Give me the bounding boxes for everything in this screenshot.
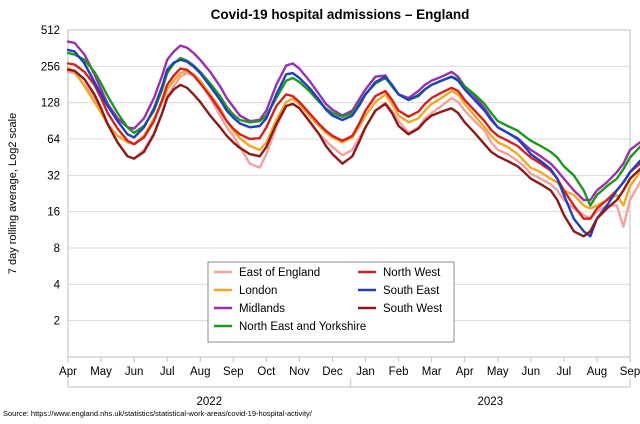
x-tick-label-17: Sep	[620, 366, 640, 378]
legend-item-south-west: South West	[358, 303, 443, 315]
series-line-midlands	[66, 40, 640, 202]
series-line-south-east	[66, 48, 640, 238]
x-tick-label-3: Jul	[160, 366, 175, 378]
x-tick-label-5: Sep	[223, 366, 243, 378]
y-tick-label-2: 2	[54, 316, 60, 328]
x-tick-label-15: Jul	[557, 366, 572, 378]
y-tick-label-4: 4	[54, 279, 61, 291]
y-tick-label-256: 256	[41, 61, 60, 73]
x-axis-ticks: Apr May Jun Jul Aug Sep Oct Nov Dec Jan Feb Mar Apr M…	[59, 357, 640, 378]
chart-title: Covid-19 hospital admissions – England	[211, 7, 470, 22]
legend-label-east-of-england: East of England	[239, 267, 320, 279]
legend-label-north-west: North West	[383, 267, 441, 279]
x-tick-label-8: Dec	[322, 366, 343, 378]
legend: East of England London Midlands North East …	[207, 261, 455, 343]
x-tick-label-4: Aug	[190, 366, 210, 378]
legend-item-midlands: Midlands	[214, 303, 285, 315]
x-tick-label-6: Oct	[257, 366, 276, 378]
legend-label-south-west: South West	[383, 303, 443, 315]
plot-frame	[67, 29, 631, 358]
y-tick-label-512: 512	[41, 25, 60, 37]
x-tick-label-12: Apr	[456, 366, 474, 378]
legend-box	[207, 261, 455, 343]
source-note: Source: https://www.england.nhs.uk/stati…	[3, 409, 313, 418]
year-labels: 2022 2023	[67, 379, 631, 408]
legend-label-london: London	[239, 285, 277, 297]
x-tick-label-11: Mar	[422, 366, 442, 378]
y-tick-label-16: 16	[47, 207, 60, 219]
legend-label-south-east: South East	[383, 285, 440, 297]
y-tick-label-8: 8	[54, 243, 60, 255]
legend-item-london: London	[214, 285, 277, 297]
legend-label-north-east-and-yorkshire: North East and Yorkshire	[239, 321, 366, 333]
legend-item-east-of-england: East of England	[214, 267, 320, 279]
year-label-2022: 2022	[197, 396, 223, 408]
x-tick-label-14: Jun	[522, 366, 541, 378]
y-tick-label-128: 128	[41, 98, 60, 110]
x-tick-label-1: May	[90, 366, 112, 378]
x-tick-label-13: May	[487, 366, 509, 378]
series-line-south-west	[66, 68, 640, 238]
legend-item-north-east-and-yorkshire: North East and Yorkshire	[214, 321, 366, 333]
x-tick-label-0: Apr	[59, 366, 77, 378]
x-tick-label-9: Jan	[356, 366, 375, 378]
legend-label-midlands: Midlands	[239, 303, 285, 315]
x-tick-label-7: Nov	[289, 366, 310, 378]
x-tick-label-2: Jun	[125, 366, 144, 378]
series-lines	[66, 40, 640, 238]
year-label-2023: 2023	[478, 396, 504, 408]
series-line-north-east-and-yorkshire	[66, 51, 640, 207]
x-tick-label-10: Feb	[389, 366, 409, 378]
plot-area	[67, 29, 631, 358]
legend-item-north-west: North West	[358, 267, 441, 279]
legend-item-south-east: South East	[358, 285, 440, 297]
x-tick-label-16: Aug	[587, 366, 607, 378]
y-axis-ticks: 512 256 128 64 32 16 8 4 2	[41, 25, 61, 328]
y-tick-label-32: 32	[47, 170, 60, 182]
y-tick-label-64: 64	[47, 134, 60, 146]
y-axis-label: 7 day rolling average, Log2 scale	[7, 113, 19, 274]
